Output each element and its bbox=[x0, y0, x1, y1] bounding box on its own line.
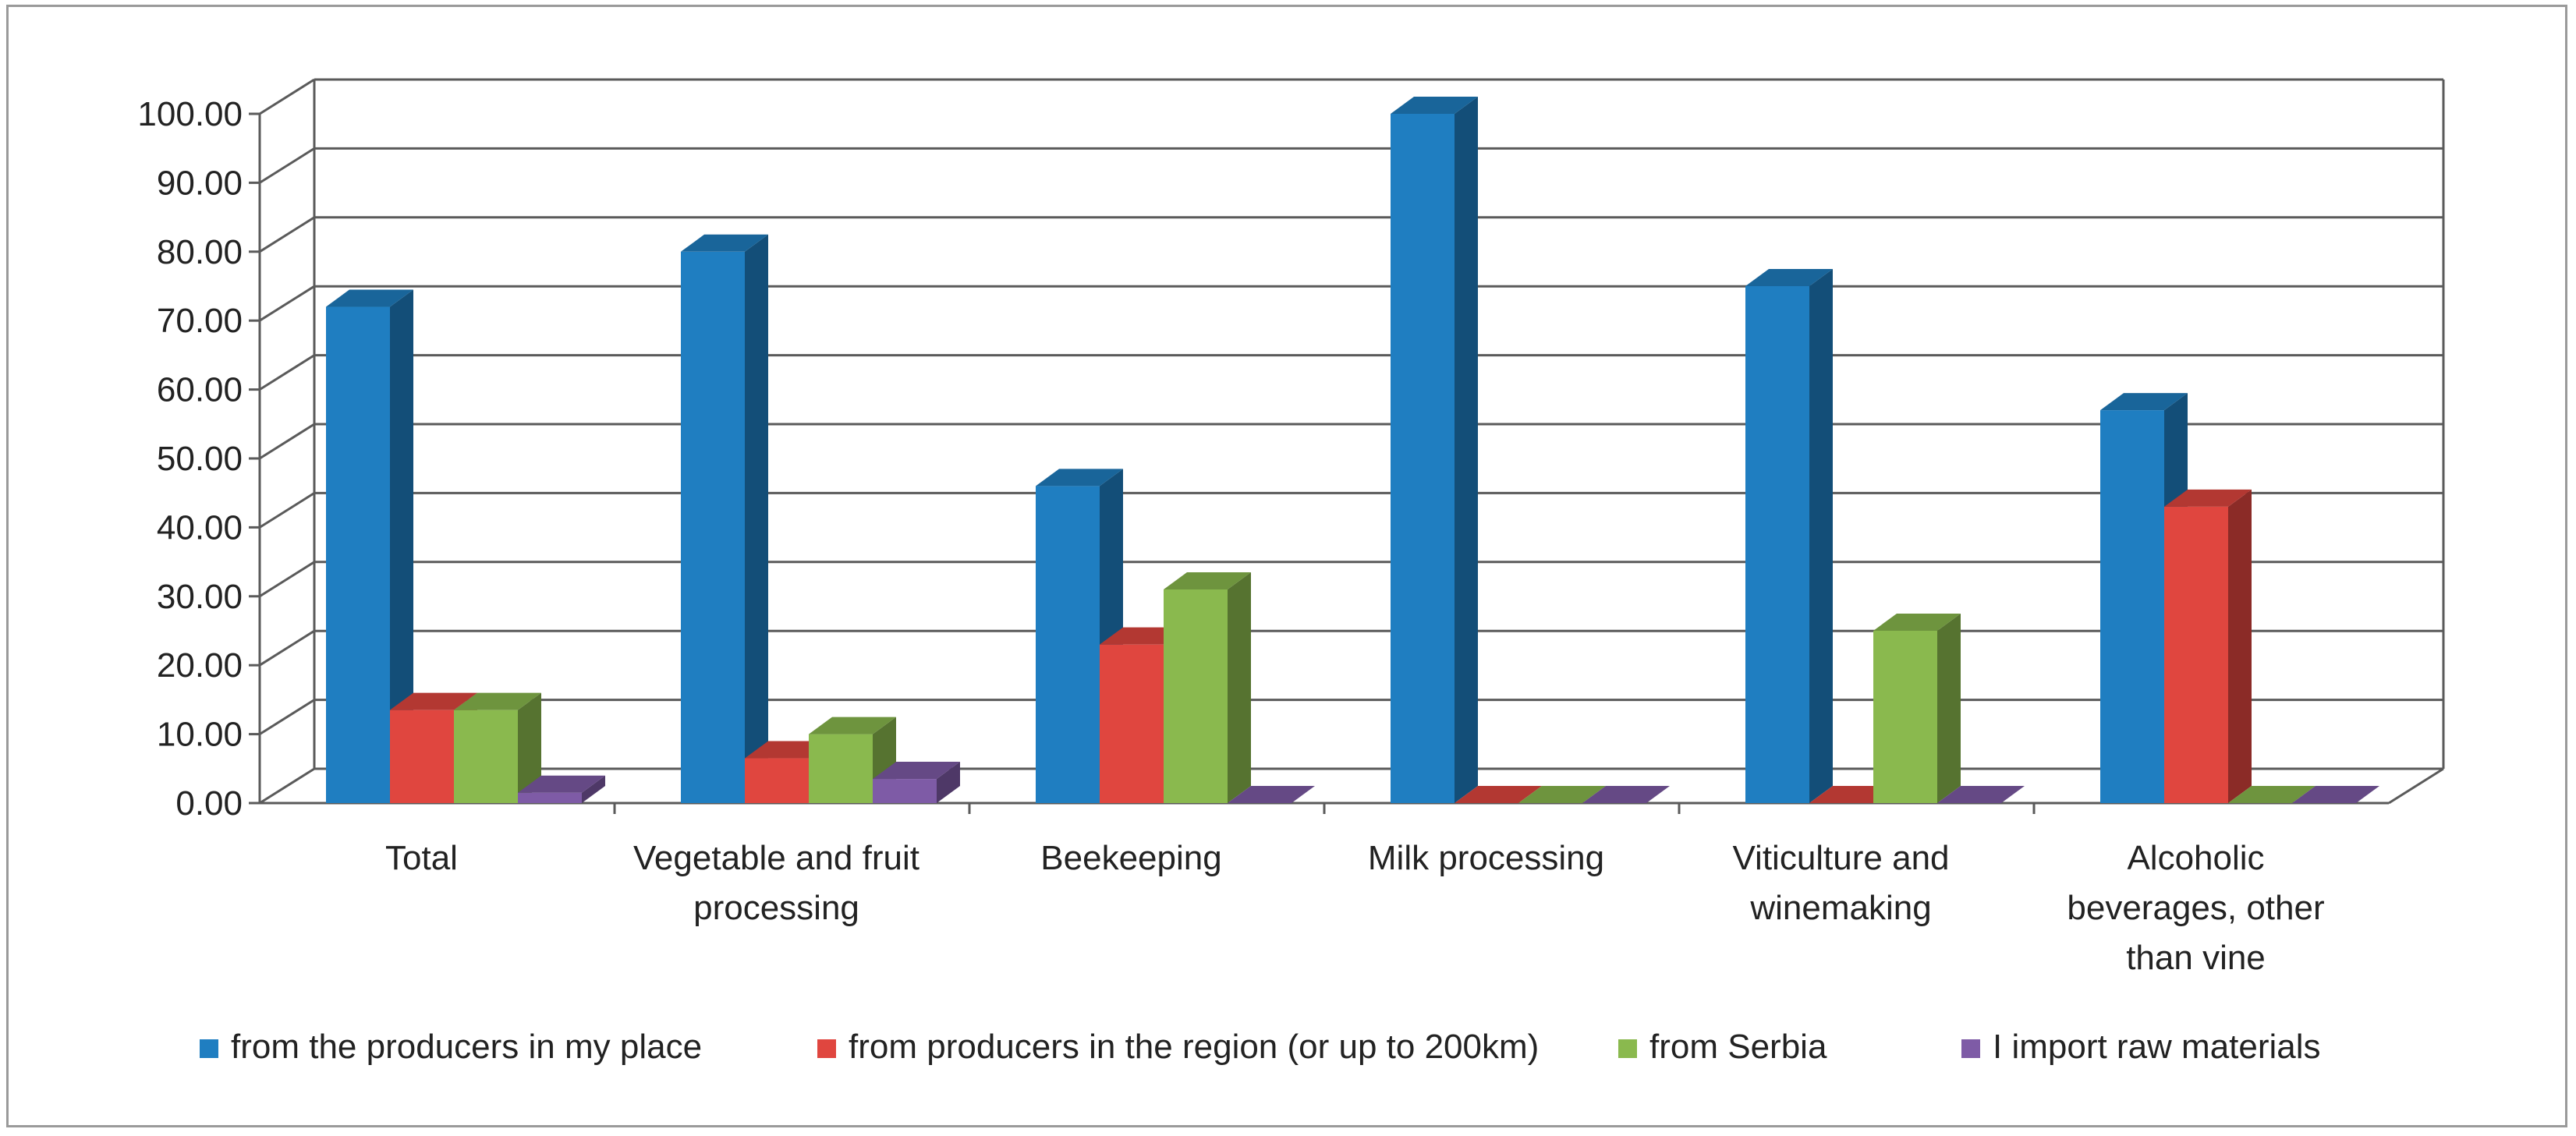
bar-side-2-4 bbox=[1937, 614, 1961, 803]
y-tick-label: 40.00 bbox=[157, 508, 243, 547]
bar[interactable] bbox=[1036, 486, 1100, 803]
bar[interactable] bbox=[681, 251, 745, 803]
y-tick-label: 80.00 bbox=[157, 233, 243, 271]
x-category-label: Vegetable and fruit bbox=[633, 839, 919, 877]
gridline-side-100 bbox=[259, 78, 315, 115]
bar-top-0-0 bbox=[326, 289, 413, 307]
bar-top-2-5 bbox=[2228, 786, 2316, 803]
bar-side-0-1 bbox=[745, 234, 768, 803]
bar[interactable] bbox=[1873, 631, 1937, 803]
x-category-label: than vine bbox=[2126, 939, 2266, 977]
bar[interactable] bbox=[1391, 114, 1455, 803]
y-tick-label: 50.00 bbox=[157, 440, 243, 478]
bar-top-3-2 bbox=[1228, 786, 1315, 803]
bar-side-0-3 bbox=[1455, 97, 1478, 803]
bar-side-3-0 bbox=[582, 775, 605, 803]
bar-top-2-4 bbox=[1873, 614, 1961, 631]
gridline-side-70 bbox=[259, 285, 315, 322]
gridline-side-20 bbox=[259, 629, 315, 667]
bar-top-2-3 bbox=[1518, 786, 1606, 803]
bar[interactable] bbox=[390, 710, 454, 803]
bar-top-0-5 bbox=[2100, 393, 2188, 411]
legend-label: from the producers in my place bbox=[231, 1028, 702, 1066]
bar-top-0-2 bbox=[1036, 469, 1123, 487]
bar-top-3-4 bbox=[1937, 786, 2025, 803]
x-category-label: Viticulture and bbox=[1732, 839, 1949, 877]
gridline-side-80 bbox=[259, 216, 315, 253]
bar-top-1-0 bbox=[390, 692, 477, 710]
bar-top-3-3 bbox=[1582, 786, 1670, 803]
bar-top-3-1 bbox=[873, 762, 960, 780]
y-tick-label: 30.00 bbox=[157, 578, 243, 616]
bar[interactable] bbox=[326, 306, 390, 803]
bar-side-1-5 bbox=[2228, 489, 2252, 803]
legend-swatch bbox=[200, 1039, 218, 1058]
x-category-label: Total bbox=[385, 839, 458, 877]
bar-side-0-0 bbox=[390, 289, 413, 803]
gridline-side-10 bbox=[259, 699, 315, 735]
bar[interactable] bbox=[873, 779, 937, 803]
bar[interactable] bbox=[809, 734, 873, 803]
bar-top-3-5 bbox=[2292, 786, 2379, 803]
y-tick-label: 20.00 bbox=[157, 646, 243, 685]
bar-top-0-1 bbox=[681, 234, 768, 252]
bar-top-2-0 bbox=[454, 692, 541, 710]
bar-top-1-3 bbox=[1455, 786, 1542, 803]
x-category-label: Milk processing bbox=[1368, 839, 1604, 877]
x-category-label: processing bbox=[693, 889, 859, 927]
bar-top-0-3 bbox=[1391, 97, 1478, 114]
bar[interactable] bbox=[1164, 589, 1228, 803]
bar-side-2-0 bbox=[518, 692, 541, 803]
legend-swatch bbox=[817, 1039, 836, 1058]
bar[interactable] bbox=[745, 758, 809, 803]
x-category-label: Alcoholic bbox=[2127, 839, 2264, 877]
y-tick-label: 100.00 bbox=[137, 95, 243, 133]
bar[interactable] bbox=[1745, 286, 1809, 803]
legend-label: from Serbia bbox=[1649, 1028, 1827, 1066]
legend-swatch bbox=[1961, 1039, 1980, 1058]
legend-label: I import raw materials bbox=[1993, 1028, 2321, 1066]
bar-side-3-1 bbox=[937, 762, 960, 803]
y-tick-label: 60.00 bbox=[157, 371, 243, 409]
y-tick-label: 70.00 bbox=[157, 302, 243, 340]
gridline-side-40 bbox=[259, 492, 315, 529]
bar-side-0-4 bbox=[1809, 269, 1833, 803]
y-tick-label: 10.00 bbox=[157, 716, 243, 754]
bar-top-0-4 bbox=[1745, 269, 1833, 286]
floor-right-edge bbox=[2388, 767, 2444, 805]
bar[interactable] bbox=[518, 792, 582, 803]
bar[interactable] bbox=[454, 710, 518, 803]
gridline-side-30 bbox=[259, 561, 315, 598]
x-category-label: beverages, other bbox=[2067, 889, 2324, 927]
gridline-side-50 bbox=[259, 423, 315, 460]
y-tick-label: 0.00 bbox=[175, 784, 243, 823]
gridline-side-90 bbox=[259, 147, 315, 184]
bar-top-2-2 bbox=[1164, 572, 1251, 589]
x-category-label: winemaking bbox=[1749, 889, 1931, 927]
bar-side-2-2 bbox=[1228, 572, 1251, 803]
y-tick-label: 90.00 bbox=[157, 164, 243, 202]
x-category-label: Beekeeping bbox=[1040, 839, 1221, 877]
bar[interactable] bbox=[2100, 410, 2164, 803]
gridline-side-0 bbox=[259, 767, 315, 805]
bar-top-1-5 bbox=[2164, 489, 2252, 507]
bar-top-3-0 bbox=[518, 775, 605, 793]
legend-swatch bbox=[1618, 1039, 1637, 1058]
gridline-side-60 bbox=[259, 354, 315, 391]
bar-top-2-1 bbox=[809, 717, 896, 734]
bar[interactable] bbox=[1100, 644, 1164, 803]
legend-label: from producers in the region (or up to 2… bbox=[849, 1028, 1539, 1066]
bar[interactable] bbox=[2164, 506, 2228, 803]
